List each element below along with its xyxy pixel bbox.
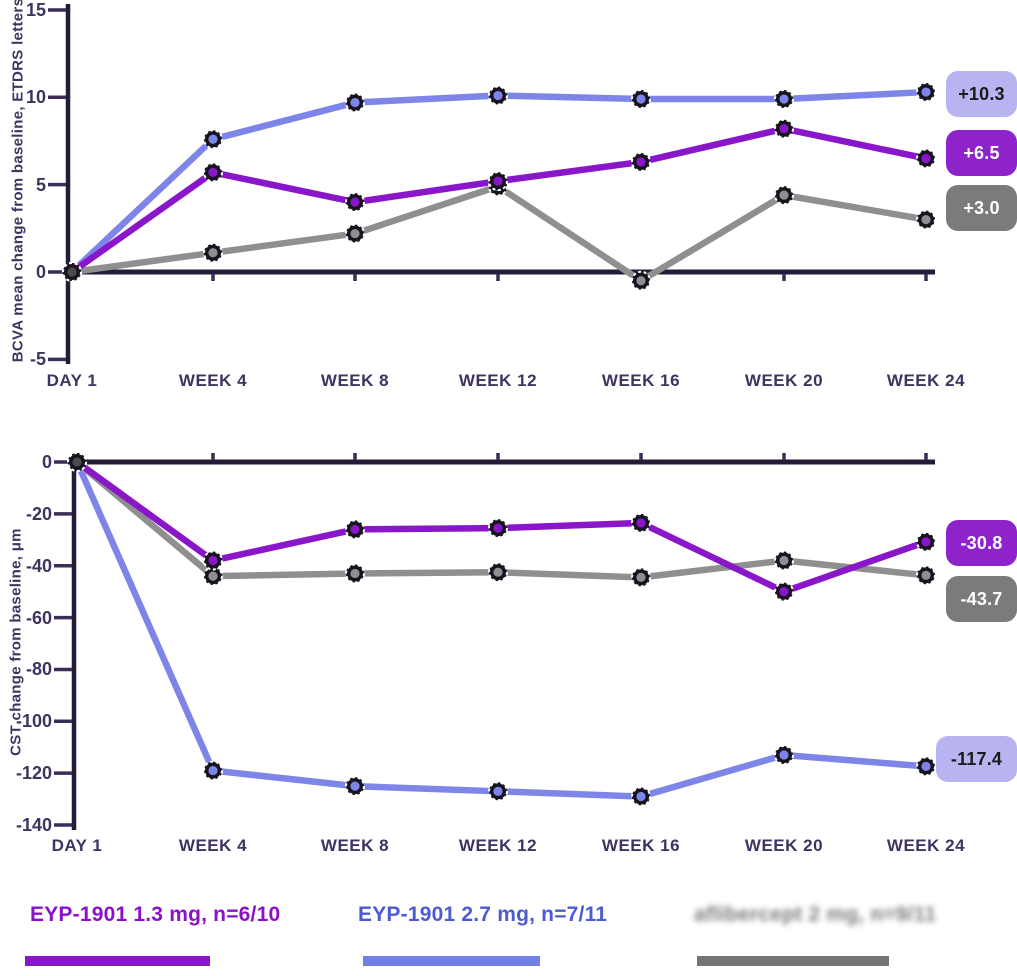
- data-point: [779, 124, 789, 134]
- data-point: [779, 555, 789, 566]
- x-axis-label: WEEK 16: [601, 836, 681, 855]
- data-point: [493, 90, 503, 101]
- data-point: [208, 134, 218, 144]
- data-point: [921, 537, 931, 547]
- data-point: [72, 457, 82, 467]
- data-point: [636, 94, 646, 104]
- data-point: [350, 781, 360, 791]
- legend-label-eyp1901-1-3mg: EYP-1901 1.3 mg, n=6/10: [30, 903, 281, 926]
- data-point: [350, 197, 360, 207]
- data-point: [636, 276, 646, 286]
- y-tick-label: 0: [35, 262, 46, 282]
- data-point: [636, 518, 646, 528]
- y-tick-label: -140: [15, 815, 52, 836]
- data-point: [636, 791, 646, 802]
- x-axis-label: WEEK 4: [178, 371, 248, 390]
- data-point: [779, 190, 789, 200]
- data-point: [493, 523, 503, 533]
- data-point: [779, 94, 789, 104]
- x-axis-label: WEEK 4: [178, 836, 248, 855]
- x-axis-label: WEEK 12: [458, 836, 538, 855]
- y-tick-label: -20: [25, 503, 52, 524]
- x-axis-label: WEEK 24: [886, 836, 966, 855]
- data-point: [208, 765, 218, 776]
- data-point: [779, 587, 789, 597]
- legend-swatch-aflibercept: [697, 956, 889, 966]
- x-axis-label: WEEK 12: [458, 371, 538, 390]
- data-point: [921, 87, 931, 97]
- y-tick-label: 5: [35, 174, 46, 195]
- x-axis-label: WEEK 8: [320, 371, 390, 390]
- end-value-label: -43.7: [946, 576, 1017, 622]
- legend-swatch-eyp1901-2-7mg: [363, 956, 540, 966]
- data-point: [493, 786, 503, 796]
- y-tick-label: 15: [25, 0, 46, 20]
- y-tick-label: 0: [41, 452, 52, 472]
- x-axis-label: WEEK 16: [601, 371, 681, 390]
- data-point: [350, 524, 360, 535]
- y-tick-label: -5: [29, 349, 46, 370]
- data-point: [208, 248, 218, 258]
- data-point: [350, 228, 360, 239]
- legend-label-aflibercept: aflibercept 2 mg, n=9/11: [694, 903, 937, 926]
- data-point: [350, 568, 360, 579]
- data-point: [921, 570, 931, 580]
- data-point: [921, 214, 931, 225]
- legend-swatch-eyp1901-1-3mg: [25, 956, 210, 966]
- data-point: [921, 761, 931, 772]
- end-value-label: +10.3: [946, 71, 1017, 117]
- x-axis-label: DAY 1: [46, 371, 98, 390]
- data-point: [636, 572, 646, 582]
- data-point: [493, 567, 503, 577]
- data-point: [208, 571, 218, 581]
- data-point: [636, 157, 646, 167]
- data-point: [208, 167, 218, 178]
- data-point: [779, 750, 789, 760]
- y-tick-label: -120: [15, 763, 52, 784]
- data-point: [493, 176, 503, 186]
- legend-label-eyp1901-2-7mg: EYP-1901 2.7 mg, n=7/11: [358, 903, 608, 926]
- data-point: [208, 555, 218, 566]
- y-tick-label: -40: [25, 555, 52, 576]
- line-series: [73, 458, 930, 800]
- x-axis-label: WEEK 20: [744, 371, 824, 390]
- x-axis-label: WEEK 20: [744, 836, 824, 855]
- end-value-label: -30.8: [946, 520, 1017, 566]
- end-value-label: +6.5: [946, 130, 1017, 176]
- y-tick-label: -80: [25, 659, 52, 680]
- y-tick-label: -100: [15, 711, 52, 732]
- line-series: [68, 183, 930, 284]
- data-point: [67, 267, 77, 277]
- data-point: [921, 153, 931, 164]
- data-point: [350, 97, 360, 108]
- x-axis-label: DAY 1: [51, 836, 103, 855]
- end-value-label: +3.0: [946, 185, 1017, 231]
- x-axis-label: WEEK 24: [886, 371, 966, 390]
- y-tick-label: -60: [25, 607, 52, 628]
- y-tick-label: 10: [25, 87, 46, 108]
- x-axis-label: WEEK 8: [320, 836, 390, 855]
- end-value-label: -117.4: [936, 736, 1017, 782]
